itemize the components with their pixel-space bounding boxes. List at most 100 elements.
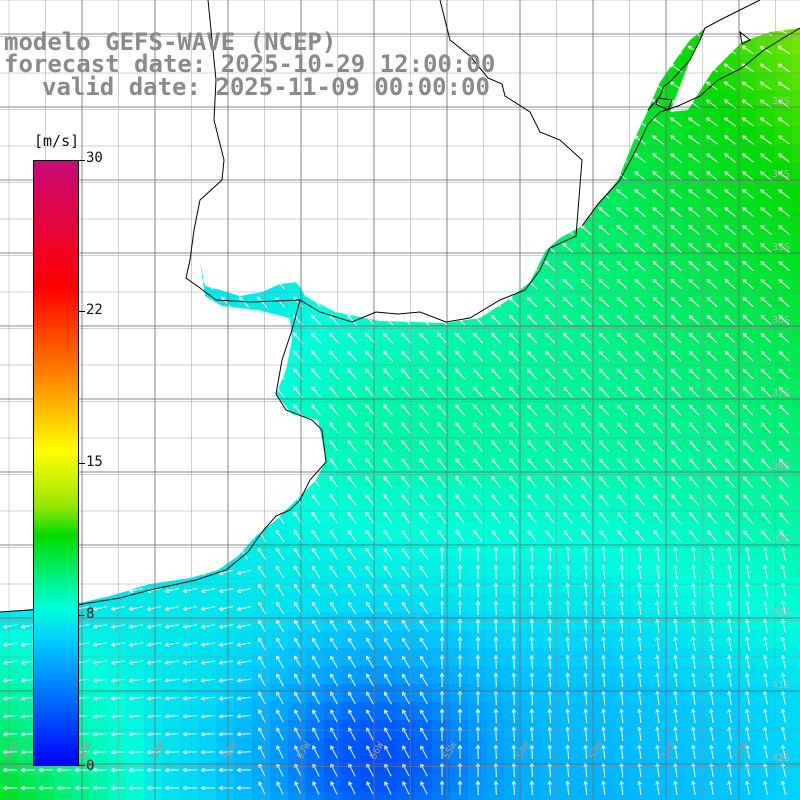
model-title: modelo GEFS-WAVE (NCEP) bbox=[4, 28, 337, 56]
wind-arrow-1226 bbox=[689, 494, 699, 506]
wind-arrow-1426 bbox=[329, 583, 339, 597]
wind-arrow-1902 bbox=[182, 785, 197, 791]
wind-arrow-436 bbox=[724, 171, 736, 181]
wind-arrow-735 bbox=[562, 296, 574, 308]
wind-arrow-1817 bbox=[236, 749, 252, 755]
wind-arrow-609 bbox=[670, 242, 682, 253]
wind-arrow-1749 bbox=[601, 708, 606, 724]
wind-arrow-1315 bbox=[707, 530, 717, 542]
land-area-1 bbox=[0, 262, 326, 612]
wind-arrow-903 bbox=[418, 368, 429, 380]
wind-arrow-612 bbox=[724, 242, 736, 253]
wind-arrow-1716 bbox=[2, 714, 18, 719]
lat-label: 36S bbox=[772, 315, 790, 326]
wind-arrow-1093 bbox=[670, 440, 682, 452]
wind-arrow-746 bbox=[760, 296, 772, 308]
coastline bbox=[0, 0, 800, 613]
wind-arrow-1581 bbox=[745, 636, 750, 651]
wind-arrow-1803 bbox=[781, 726, 786, 741]
wind-arrow-1844 bbox=[727, 744, 732, 759]
wind-arrow-305 bbox=[741, 117, 754, 127]
wind-arrow-1689 bbox=[312, 691, 320, 705]
wind-arrow-1816 bbox=[218, 749, 234, 755]
wind-arrow-1523 bbox=[493, 618, 499, 634]
wind-arrow-1838 bbox=[619, 744, 624, 759]
wind-arrow-1571 bbox=[565, 636, 570, 652]
wind-arrow-1132 bbox=[581, 458, 591, 470]
wind-arrow-525 bbox=[742, 207, 754, 217]
wind-arrow-964 bbox=[724, 386, 736, 398]
wind-arrow-607 bbox=[634, 242, 646, 253]
wind-arrow-997 bbox=[526, 404, 537, 416]
wind-arrow-1296 bbox=[365, 529, 375, 542]
wind-arrow-1221 bbox=[599, 494, 609, 506]
wind-arrow-1259 bbox=[491, 511, 501, 524]
wind-arrow-1252 bbox=[365, 511, 375, 524]
wind-arrow-1133 bbox=[599, 458, 609, 470]
wind-arrow-1273 bbox=[743, 512, 753, 524]
wind-arrow-1755 bbox=[709, 708, 714, 723]
wind-arrow-1267 bbox=[635, 512, 645, 524]
wind-arrow-1128 bbox=[509, 458, 519, 470]
wind-arrow-1678 bbox=[110, 696, 126, 701]
wind-arrow-1595 bbox=[200, 660, 215, 665]
wind-arrow-1688 bbox=[294, 691, 302, 705]
wind-arrow-695 bbox=[634, 278, 646, 290]
wind-arrow-1520 bbox=[439, 618, 445, 634]
wind-arrow-1139 bbox=[706, 458, 717, 470]
wind-arrow-943 bbox=[347, 386, 357, 398]
wind-arrow-920 bbox=[724, 368, 736, 380]
wind-arrow-781 bbox=[598, 314, 610, 326]
wind-arrow-790 bbox=[760, 314, 772, 326]
wind-arrow-303 bbox=[705, 117, 718, 127]
wind-arrow-1547 bbox=[128, 642, 143, 647]
wind-arrow-958 bbox=[616, 386, 628, 398]
wind-arrow-656 bbox=[724, 260, 736, 271]
wind-arrow-1167 bbox=[419, 476, 429, 488]
colorbar-tick-8: 8 bbox=[86, 606, 95, 622]
wind-arrow-1362 bbox=[763, 546, 768, 561]
wind-arrow-1739 bbox=[420, 709, 428, 723]
wind-arrow-1265 bbox=[599, 512, 609, 524]
wind-arrow-987 bbox=[347, 404, 357, 416]
wind-arrow-1745 bbox=[529, 708, 535, 724]
wind-arrow-1494 bbox=[763, 600, 768, 615]
wind-arrow-1257 bbox=[455, 511, 465, 524]
wind-arrow-1472 bbox=[365, 601, 375, 615]
wind-arrow-1551 bbox=[200, 642, 215, 647]
wind-arrow-1917 bbox=[457, 780, 463, 796]
wind-arrow-1474 bbox=[401, 601, 411, 615]
wind-arrow-777 bbox=[526, 314, 538, 326]
wind-arrow-1205 bbox=[311, 493, 321, 506]
wind-arrow-1050 bbox=[688, 422, 700, 434]
forecast-date: forecast date: 2025-10-29 12:00:00 bbox=[4, 50, 496, 78]
wind-arrow-1842 bbox=[691, 744, 696, 759]
wind-arrow-1184 bbox=[724, 476, 735, 488]
wind-arrow-1443 bbox=[637, 582, 642, 597]
wind-arrow-1860 bbox=[218, 767, 234, 773]
wind-arrow-961 bbox=[670, 386, 682, 398]
wind-arrow-912 bbox=[580, 368, 592, 380]
wind-arrow-1592 bbox=[146, 660, 161, 665]
wind-arrow-823 bbox=[562, 332, 574, 344]
coastline-4 bbox=[655, 97, 673, 111]
wind-arrow-1309 bbox=[599, 530, 609, 542]
wind-arrow-437 bbox=[742, 171, 754, 181]
wind-arrow-1856 bbox=[146, 767, 162, 773]
wind-arrow-954 bbox=[544, 386, 556, 398]
wind-arrow-1271 bbox=[707, 512, 717, 524]
wind-arrow-1122 bbox=[401, 458, 411, 470]
wind-arrow-1811 bbox=[128, 749, 144, 755]
wind-arrow-1337 bbox=[311, 547, 321, 561]
wind-arrow-921 bbox=[742, 368, 754, 380]
wind-arrow-1179 bbox=[635, 476, 645, 488]
wind-arrow-828 bbox=[652, 332, 664, 344]
wind-arrow-1647 bbox=[348, 673, 356, 687]
wind-arrow-216 bbox=[723, 81, 736, 91]
wind-arrow-1134 bbox=[617, 458, 627, 470]
colorbar-tick-22: 22 bbox=[86, 302, 103, 318]
wind-arrow-1051 bbox=[706, 422, 718, 434]
wind-arrow-1665 bbox=[673, 672, 678, 687]
wind-arrow-1307 bbox=[563, 529, 573, 542]
